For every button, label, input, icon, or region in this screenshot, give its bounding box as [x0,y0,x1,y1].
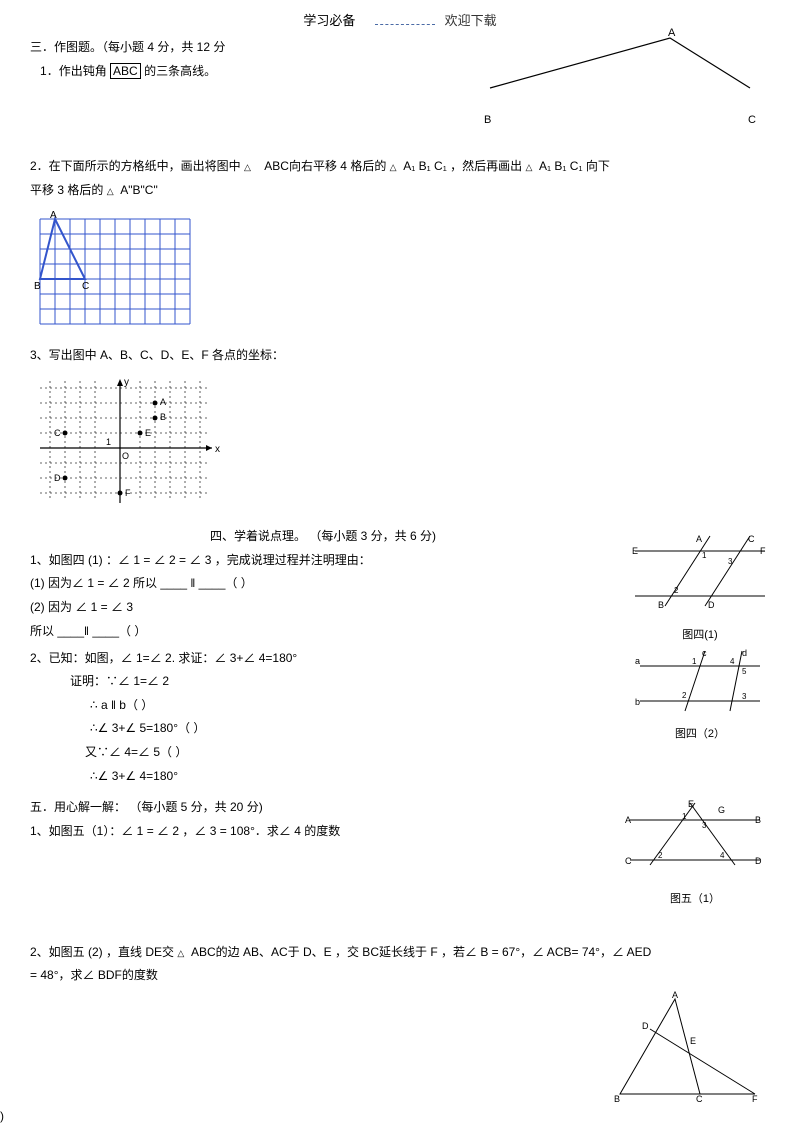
svg-text:G: G [718,805,725,815]
abc-box: ABC [110,63,141,79]
svg-text:C: C [54,428,61,438]
svg-text:a: a [635,656,640,666]
svg-text:3: 3 [702,821,707,830]
svg-text:B: B [755,815,761,825]
svg-text:1: 1 [702,551,707,560]
svg-text:B: B [614,1094,620,1104]
svg-text:3: 3 [742,692,747,701]
svg-text:B: B [658,600,664,610]
svg-text:A: A [625,815,631,825]
svg-text:E: E [632,546,638,556]
svg-text:1: 1 [682,812,687,821]
svg-text:5: 5 [742,667,747,676]
header-left: 学习必备 [303,10,355,29]
svg-text:y: y [124,377,129,388]
svg-text:b: b [635,697,640,707]
svg-text:C: C [748,534,755,544]
figure-5-2: A B C F D E [600,989,770,1117]
sec4-p5: ∴∠ 3+∠ 4=180° [30,766,770,788]
svg-text:C: C [82,281,89,292]
tri-label-a: A [668,28,676,39]
svg-text:F: F [752,1094,758,1104]
stray-paren: ) [0,1109,4,1123]
svg-text:C: C [696,1094,703,1104]
tri-label-c: C [748,114,756,126]
svg-text:x: x [215,444,220,455]
svg-text:1: 1 [692,657,697,666]
svg-text:A: A [696,534,702,544]
svg-text:2: 2 [674,586,679,595]
header-right: 欢迎下载 [445,10,497,29]
svg-text:F: F [760,546,766,556]
svg-text:F: F [125,488,131,498]
figure-5-1: AB CD EG 13 24 图五（1） [620,795,770,909]
svg-text:d: d [742,648,747,658]
svg-text:D: D [642,1021,649,1031]
figure-4-2: ab cd 14 5 23 图四（2） [630,646,770,745]
svg-text:E: E [690,1036,696,1046]
svg-text:A: A [50,210,57,221]
svg-text:3: 3 [728,557,733,566]
q2-line2: 平移 3 格后的 △ A"B"C" [30,180,770,202]
svg-text:O: O [122,451,129,461]
svg-text:D: D [54,473,61,483]
sec5-q2: 2、如图五 (2) ，直线 DE交 △ ABC的边 AB、AC于 D、E ，交 … [30,942,770,964]
svg-text:C: C [625,856,632,866]
svg-text:4: 4 [720,851,725,860]
sec4-p4: 又∵∠ 4=∠ 5（ ） [30,742,770,764]
svg-text:A: A [160,397,166,407]
svg-text:B: B [160,412,166,422]
svg-text:1: 1 [106,437,111,447]
svg-text:D: D [708,600,715,610]
header-underline [375,24,435,25]
svg-text:A: A [672,990,678,1000]
svg-text:c: c [702,648,707,658]
svg-text:4: 4 [730,657,735,666]
svg-text:E: E [688,799,694,809]
grid-figure: A B C [30,209,770,337]
triangle-abc-figure: A B C [470,28,770,138]
svg-text:E: E [145,428,151,438]
svg-text:D: D [755,856,762,866]
svg-text:2: 2 [682,691,687,700]
page-header: 学习必备 欢迎下载 [30,10,770,29]
figure-4-1: AC EF BD 13 2 图四(1) [630,526,770,645]
svg-text:2: 2 [658,851,663,860]
tri-label-b: B [484,114,491,126]
sec5-q2c: = 48°，求∠ BDF的度数 [30,965,770,987]
content-body: 三．作图题。（每小题 4 分，共 12 分 1．作出钝角 ABC 的三条高线。 … [30,37,770,1116]
q3-title: 3、写出图中 A、B、C、D、E、F 各点的坐标： [30,345,770,367]
svg-text:B: B [34,281,41,292]
q2-line1: 2．在下面所示的方格纸中，画出将图中 △ ABC向右平移 4 格后的 △ A₁ … [30,156,770,178]
coord-figure: x y O 1 A B C E D F [30,373,770,521]
